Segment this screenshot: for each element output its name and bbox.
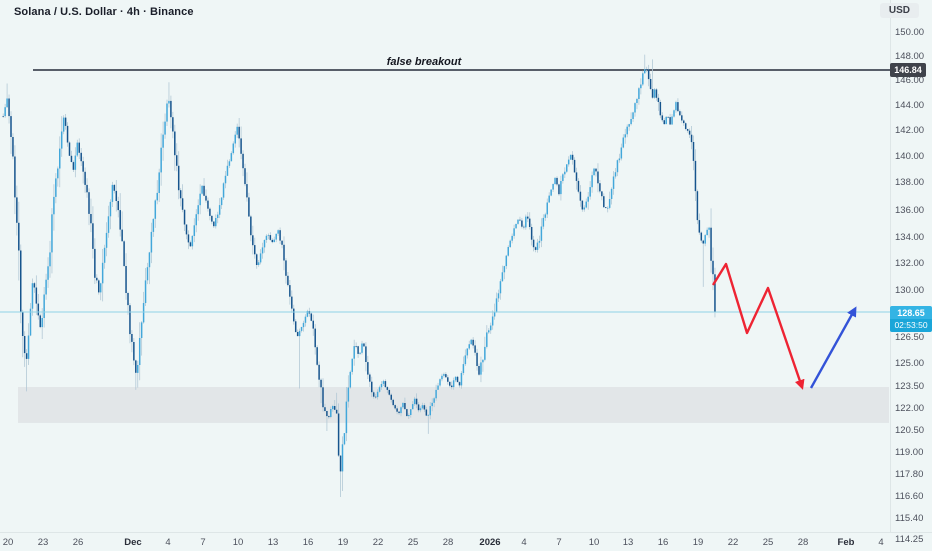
price-tick-label: 120.50 xyxy=(895,425,925,436)
candle-bodies xyxy=(2,69,716,472)
time-tick-label: 28 xyxy=(442,537,454,548)
time-tick-label: 10 xyxy=(232,537,244,548)
price-tick-label: 114.25 xyxy=(895,534,924,545)
price-tick-label: 130.00 xyxy=(895,285,925,296)
current-price-badge: 128.65 02:53:50 xyxy=(890,306,932,332)
time-tick-label: 16 xyxy=(657,537,669,548)
time-tick-label: 16 xyxy=(302,537,314,548)
candlestick-chart[interactable] xyxy=(0,0,890,532)
time-tick-label: 22 xyxy=(372,537,384,548)
price-tick-label: 148.00 xyxy=(895,51,925,62)
price-tick-label: 116.60 xyxy=(895,491,924,502)
support-zone[interactable] xyxy=(18,387,889,423)
projected-bounce-arrow[interactable] xyxy=(809,306,857,389)
price-tick-label: 117.80 xyxy=(895,469,924,480)
price-tick-label: 122.00 xyxy=(895,403,925,414)
time-tick-label: 13 xyxy=(622,537,634,548)
price-tick-label: 125.00 xyxy=(895,358,925,369)
price-tick-label: 136.00 xyxy=(895,205,925,216)
time-tick-label: 10 xyxy=(588,537,600,548)
time-axis[interactable]: 20 23 26 Dec 4 7 10 13 16 19 22 25 28 2026 4 7 10 13 16 19 2… xyxy=(0,532,932,551)
price-tick-label: 119.00 xyxy=(895,447,924,458)
price-tick-label: 144.00 xyxy=(895,100,925,111)
candle-wicks-up xyxy=(4,54,710,491)
time-tick-label: Feb xyxy=(837,537,855,548)
price-tick-label: 150.00 xyxy=(895,27,925,38)
time-tick-label: 20 xyxy=(2,537,14,548)
time-tick-label: 19 xyxy=(692,537,704,548)
time-tick-label: 19 xyxy=(337,537,349,548)
price-axis[interactable]: 146.84 128.65 02:53:50 150.00 148.00 146.0… xyxy=(890,0,932,545)
price-tick-label: 134.00 xyxy=(895,232,925,243)
candle-wicks-down xyxy=(2,59,716,497)
price-tick-label: 123.50 xyxy=(895,381,925,392)
time-tick-label: 22 xyxy=(727,537,739,548)
time-tick-label: 4 xyxy=(165,537,171,548)
false-breakout-label[interactable]: false breakout xyxy=(386,56,462,68)
projected-drop-arrow[interactable] xyxy=(711,262,805,390)
price-tick-label: 138.00 xyxy=(895,177,925,188)
price-tick-label: 140.00 xyxy=(895,151,925,162)
bar-countdown: 02:53:50 xyxy=(890,319,932,332)
resistance-price-badge: 146.84 xyxy=(890,63,926,77)
price-tick-label: 146.00 xyxy=(895,75,925,86)
chart-canvas[interactable]: Solana / U.S. Dollar · 4h · Binance fals… xyxy=(0,0,890,532)
symbol-title[interactable]: Solana / U.S. Dollar · 4h · Binance xyxy=(14,6,194,18)
price-tick-label: 142.00 xyxy=(895,125,925,136)
time-tick-label: Dec xyxy=(124,537,142,548)
currency-toggle-button[interactable]: USD xyxy=(879,3,919,18)
time-tick-label: 13 xyxy=(267,537,279,548)
time-tick-label: 25 xyxy=(407,537,419,548)
price-tick-label: 132.00 xyxy=(895,258,925,269)
time-tick-label: 26 xyxy=(72,537,84,548)
time-tick-label: 25 xyxy=(762,537,774,548)
time-tick-label: 7 xyxy=(556,537,562,548)
time-tick-label: 7 xyxy=(200,537,206,548)
time-tick-label: 28 xyxy=(797,537,809,548)
price-tick-label: 115.40 xyxy=(895,513,924,524)
price-tick-label: 126.50 xyxy=(895,332,925,343)
time-tick-label: 4 xyxy=(878,537,884,548)
time-tick-label: 23 xyxy=(37,537,49,548)
current-price-value: 128.65 xyxy=(890,306,932,319)
time-tick-label: 4 xyxy=(521,537,527,548)
time-tick-label: 2026 xyxy=(479,537,501,548)
